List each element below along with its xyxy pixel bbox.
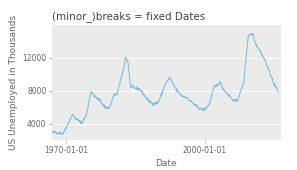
X-axis label: Date: Date [156, 159, 177, 168]
Y-axis label: US Unemployed in Thousands: US Unemployed in Thousands [9, 15, 18, 150]
Text: (minor_)breaks = fixed Dates: (minor_)breaks = fixed Dates [52, 11, 205, 22]
